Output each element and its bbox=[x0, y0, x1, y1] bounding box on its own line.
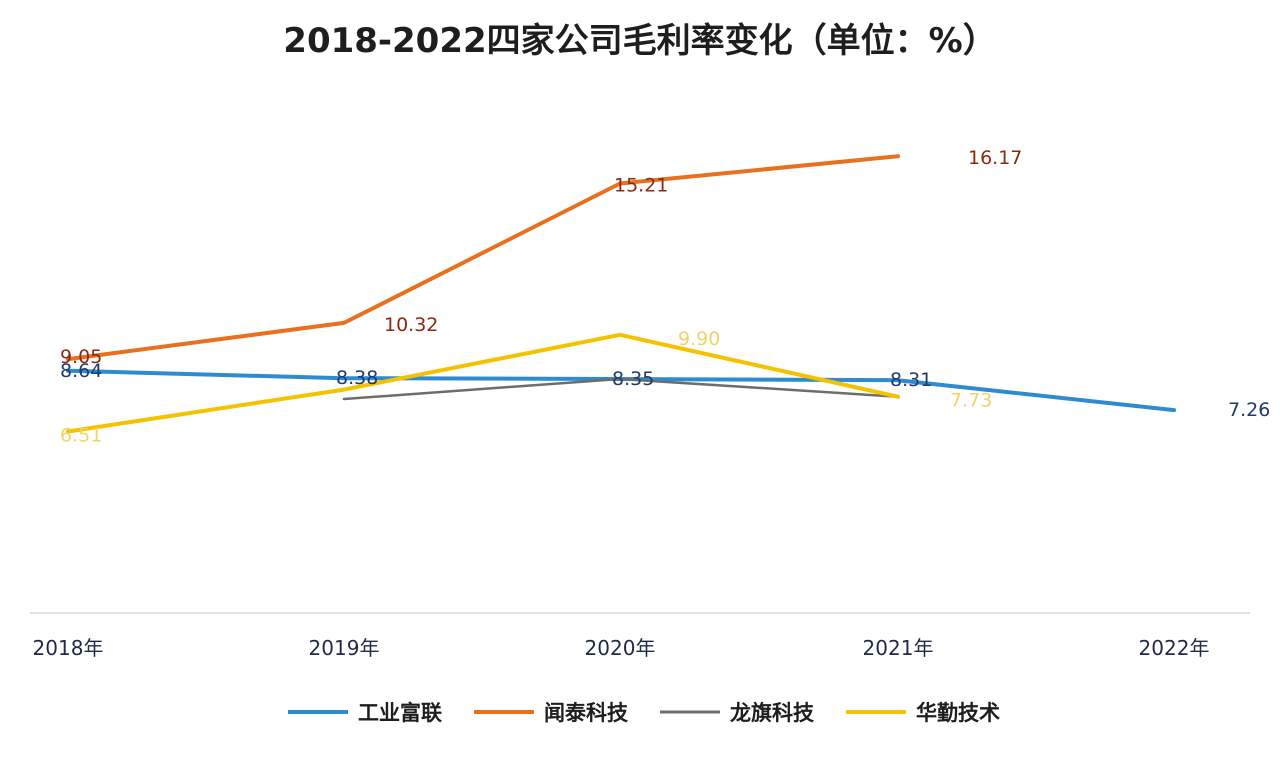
x-tick-label: 2020年 bbox=[585, 636, 656, 660]
data-label: 9.05 bbox=[60, 346, 102, 368]
data-label: 15.21 bbox=[614, 175, 668, 197]
series-line-2 bbox=[342, 377, 900, 401]
data-label: 16.17 bbox=[968, 147, 1022, 169]
data-label-layer: 8.64 8.38 8.35 8.31 7.26 9.05 10.32 15.21 16.17 6… bbox=[60, 147, 1270, 446]
x-tick-label: 2022年 bbox=[1139, 636, 1210, 660]
legend: 工业富联 闻泰科技 龙旗科技 华勤技术 bbox=[288, 701, 1000, 725]
series-layer bbox=[66, 154, 1176, 434]
data-label: 8.38 bbox=[336, 367, 378, 389]
data-label: 8.31 bbox=[890, 369, 932, 391]
x-tick-label: 2019年 bbox=[309, 636, 380, 660]
series-line-3 bbox=[66, 332, 900, 434]
x-tick-layer: 2018年 2019年 2020年 2021年 2022年 bbox=[33, 636, 1210, 660]
data-label: 6.51 bbox=[60, 424, 102, 446]
legend-label: 华勤技术 bbox=[916, 701, 1000, 725]
x-tick-label: 2018年 bbox=[33, 636, 104, 660]
data-label: 7.26 bbox=[1228, 399, 1270, 421]
series-line-1 bbox=[66, 154, 900, 362]
data-label: 7.73 bbox=[950, 390, 992, 412]
data-label: 8.35 bbox=[612, 368, 654, 390]
legend-label: 闻泰科技 bbox=[544, 701, 629, 725]
legend-label: 龙旗科技 bbox=[730, 701, 815, 725]
legend-label: 工业富联 bbox=[358, 701, 442, 725]
chart-title: 2018-2022四家公司毛利率变化（单位：%） bbox=[283, 21, 996, 61]
data-label: 10.32 bbox=[384, 314, 438, 336]
x-tick-label: 2021年 bbox=[863, 636, 934, 660]
data-label: 9.90 bbox=[678, 328, 720, 350]
data-label: 8.64 bbox=[60, 360, 102, 382]
